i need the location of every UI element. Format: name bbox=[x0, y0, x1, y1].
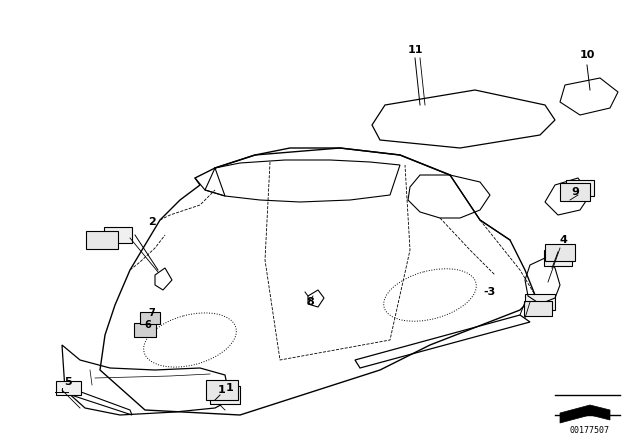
Bar bbox=[86, 231, 118, 249]
Bar bbox=[524, 301, 552, 315]
Bar bbox=[545, 244, 575, 260]
Text: 8: 8 bbox=[306, 297, 314, 307]
Text: -3: -3 bbox=[484, 287, 496, 297]
Bar bbox=[544, 250, 572, 266]
Text: 5: 5 bbox=[64, 377, 72, 387]
Text: 1: 1 bbox=[218, 385, 226, 395]
Bar bbox=[56, 381, 81, 395]
Text: 10: 10 bbox=[579, 50, 595, 60]
Text: 1: 1 bbox=[226, 383, 234, 393]
Text: 7: 7 bbox=[148, 308, 156, 318]
Bar bbox=[210, 386, 240, 404]
Bar bbox=[140, 312, 160, 324]
Text: 11: 11 bbox=[407, 45, 423, 55]
Polygon shape bbox=[560, 405, 610, 423]
Bar bbox=[206, 380, 238, 400]
Bar bbox=[560, 183, 590, 201]
Text: 6: 6 bbox=[145, 320, 152, 330]
Bar bbox=[525, 294, 555, 310]
Text: 2: 2 bbox=[148, 217, 156, 227]
Bar bbox=[134, 323, 156, 337]
Text: 9: 9 bbox=[571, 187, 579, 197]
Bar bbox=[566, 180, 594, 196]
Text: 00177507: 00177507 bbox=[570, 426, 610, 435]
Text: 4: 4 bbox=[559, 235, 567, 245]
Bar bbox=[104, 227, 132, 243]
